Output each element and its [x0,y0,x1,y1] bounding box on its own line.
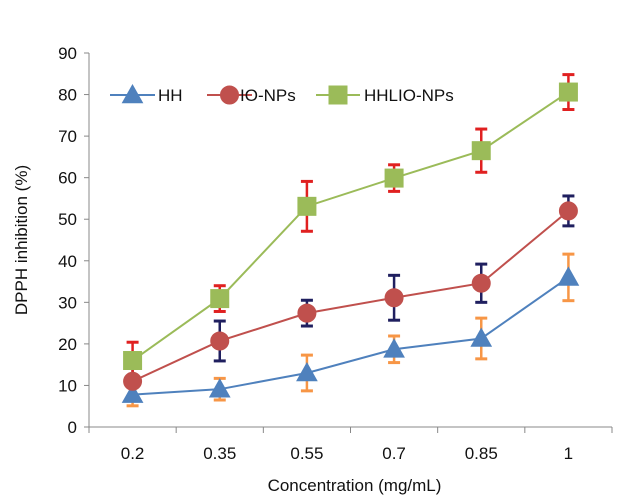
hh-data-point [470,327,493,347]
y-tick-label: 60 [58,169,77,188]
hh-data-point [208,378,231,398]
y-tick-label: 70 [58,127,77,146]
y-tick-label: 90 [58,44,77,63]
x-tick-label: 0.7 [382,444,406,463]
legend: HH IO-NPs HHLIO-NPs [110,83,454,105]
legend-marker-hh [121,83,144,104]
legend-marker-hhlio-nps [328,85,348,105]
x-axis-title: Concentration (mg/mL) [268,476,442,495]
x-tick-label: 0.85 [465,444,498,463]
x-tick-label: 0.2 [121,444,145,463]
hh-data-point [121,383,144,403]
y-tick-label: 50 [58,210,77,229]
io-nps-series-line [132,210,570,383]
hhlio-nps-data-point [558,82,578,102]
markers-layer [121,82,580,403]
hh-series-line [132,276,569,396]
y-tick-label: 10 [58,376,77,395]
hhlio-nps-data-point [471,141,491,161]
hh-data-point [383,338,405,358]
hhlio-nps-data-point [210,289,230,309]
hhlio-nps-data-point [297,196,317,216]
x-tick-label: 0.35 [203,444,236,463]
hhlio-nps-data-point [123,351,143,371]
legend-label-hhlio-nps: HHLIO-NPs [364,86,454,105]
hhlio-nps-data-point [384,168,404,188]
io-nps-data-point [210,331,230,351]
error-bars-layer [126,73,575,408]
x-tick-label: 0.55 [290,444,323,463]
y-tick-label: 0 [68,418,77,437]
io-nps-data-point [297,303,317,323]
y-tick-label: 80 [58,86,77,105]
hh-data-point [296,361,318,382]
y-tick-label: 30 [58,293,77,312]
io-nps-data-point [384,288,404,308]
y-tick-label: 20 [58,335,77,354]
io-nps-data-point [471,273,491,293]
y-axis-title: DPPH inhibition (%) [12,165,31,315]
legend-label-hh: HH [158,86,183,105]
x-tick-label: 1 [564,444,573,463]
legend-label-io-nps: IO-NPs [240,86,296,105]
hh-data-point [557,266,580,286]
hhlio-nps-series-line [132,91,569,362]
series-lines-layer [132,91,570,396]
y-tick-label: 40 [58,252,77,271]
ticks-layer: 0 10 20 30 40 50 60 70 80 90 0.2 0.35 0.55 0.7 0.85 1 [58,44,613,463]
io-nps-data-point [558,201,578,221]
legend-marker-io-nps [220,85,239,105]
io-nps-data-point [123,371,143,391]
